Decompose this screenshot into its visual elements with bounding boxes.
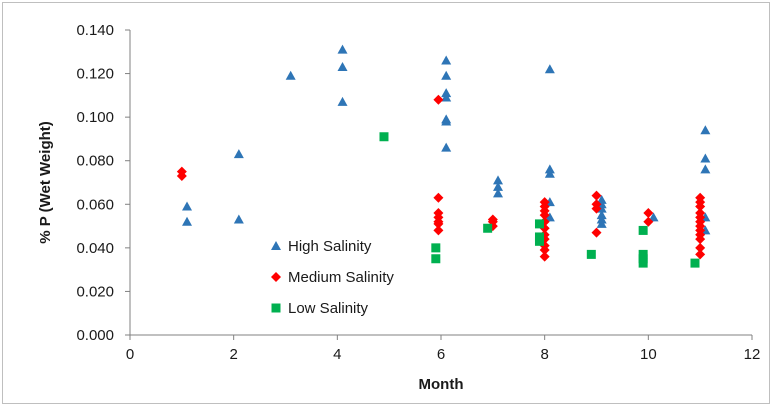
low-salinity-point — [534, 236, 544, 246]
high-salinity-point — [544, 212, 555, 222]
medium-salinity-point — [695, 249, 706, 260]
medium-salinity-point — [591, 190, 602, 201]
series-high-salinity — [182, 44, 711, 235]
medium-salinity-point — [591, 227, 602, 238]
medium-salinity-point — [643, 216, 654, 227]
medium-salinity-point — [695, 234, 706, 245]
low-salinity-point — [638, 225, 648, 235]
legend-item-medium-salinity: Medium Salinity — [271, 269, 394, 286]
low-salinity-point — [431, 243, 441, 253]
medium-salinity-point — [539, 251, 550, 262]
series-low-salinity — [379, 132, 700, 268]
medium-salinity-point — [176, 170, 187, 181]
low-salinity-point — [431, 254, 441, 264]
legend-marker-low-salinity — [271, 303, 281, 313]
medium-salinity-point — [433, 192, 444, 203]
x-axis-title: Month — [419, 376, 464, 393]
high-salinity-point — [493, 188, 504, 198]
y-tick-label: 0.140 — [76, 22, 114, 39]
x-tick-label: 2 — [229, 346, 237, 363]
high-salinity-point — [700, 164, 711, 174]
legend-label-low-salinity: Low Salinity — [288, 300, 369, 317]
medium-salinity-point — [591, 203, 602, 214]
low-salinity-point — [690, 258, 700, 268]
data-points — [176, 44, 711, 268]
high-salinity-point — [441, 116, 452, 126]
y-tick-labels: 0.000 0.020 0.040 0.060 0.080 0.100 0.120 0.140 — [76, 22, 130, 344]
legend-item-high-salinity: High Salinity — [271, 238, 372, 255]
x-tick-label: 4 — [333, 346, 341, 363]
high-salinity-point — [337, 62, 348, 72]
high-salinity-point — [337, 44, 348, 54]
y-tick-label: 0.060 — [76, 196, 114, 213]
axes — [129, 30, 752, 336]
legend-marker-medium-salinity — [271, 272, 281, 282]
low-salinity-point — [483, 223, 493, 233]
low-salinity-point — [586, 249, 596, 259]
high-salinity-point — [493, 181, 504, 191]
high-salinity-point — [700, 153, 711, 163]
x-tick-labels: 0 2 4 6 8 10 12 — [126, 335, 761, 363]
x-tick-label: 8 — [540, 346, 548, 363]
high-salinity-point — [182, 201, 193, 211]
high-salinity-point — [700, 125, 711, 135]
x-tick-label: 6 — [437, 346, 445, 363]
x-tick-label: 12 — [744, 346, 761, 363]
high-salinity-point — [441, 142, 452, 152]
y-tick-label: 0.000 — [76, 327, 114, 344]
y-tick-label: 0.040 — [76, 240, 114, 257]
high-salinity-point — [544, 64, 555, 74]
high-salinity-point — [441, 70, 452, 80]
y-tick-label: 0.100 — [76, 109, 114, 126]
medium-salinity-point — [433, 94, 444, 105]
medium-salinity-point — [643, 208, 654, 218]
high-salinity-point — [544, 168, 555, 178]
legend-item-low-salinity: Low Salinity — [271, 300, 369, 317]
low-salinity-point — [534, 219, 544, 229]
high-salinity-point — [337, 96, 348, 106]
low-salinity-point — [638, 258, 648, 268]
y-tick-label: 0.120 — [76, 66, 114, 83]
chart-frame — [2, 2, 770, 404]
high-salinity-point — [233, 214, 244, 224]
medium-salinity-point — [539, 245, 550, 256]
legend: High Salinity Medium Salinity Low Salinity — [271, 238, 394, 317]
medium-salinity-point — [695, 201, 706, 212]
y-axis-title: % P (Wet Weight) — [37, 121, 54, 244]
high-salinity-point — [596, 218, 607, 228]
legend-label-medium-salinity: Medium Salinity — [288, 269, 394, 286]
x-tick-label: 0 — [126, 346, 134, 363]
high-salinity-point — [648, 212, 659, 222]
low-salinity-point — [379, 132, 389, 142]
high-salinity-point — [233, 149, 244, 159]
high-salinity-point — [285, 70, 296, 80]
medium-salinity-point — [695, 242, 706, 253]
high-salinity-point — [182, 216, 193, 226]
series-medium-salinity — [176, 94, 706, 262]
x-tick-label: 10 — [640, 346, 657, 363]
legend-label-high-salinity: High Salinity — [288, 238, 372, 255]
medium-salinity-point — [433, 218, 444, 229]
high-salinity-point — [441, 55, 452, 65]
y-tick-label: 0.080 — [76, 153, 114, 170]
y-tick-label: 0.020 — [76, 283, 114, 300]
legend-marker-high-salinity — [271, 241, 281, 250]
high-salinity-point — [493, 175, 504, 185]
medium-salinity-point — [539, 210, 550, 221]
medium-salinity-point — [433, 225, 444, 236]
high-salinity-point — [441, 92, 452, 102]
